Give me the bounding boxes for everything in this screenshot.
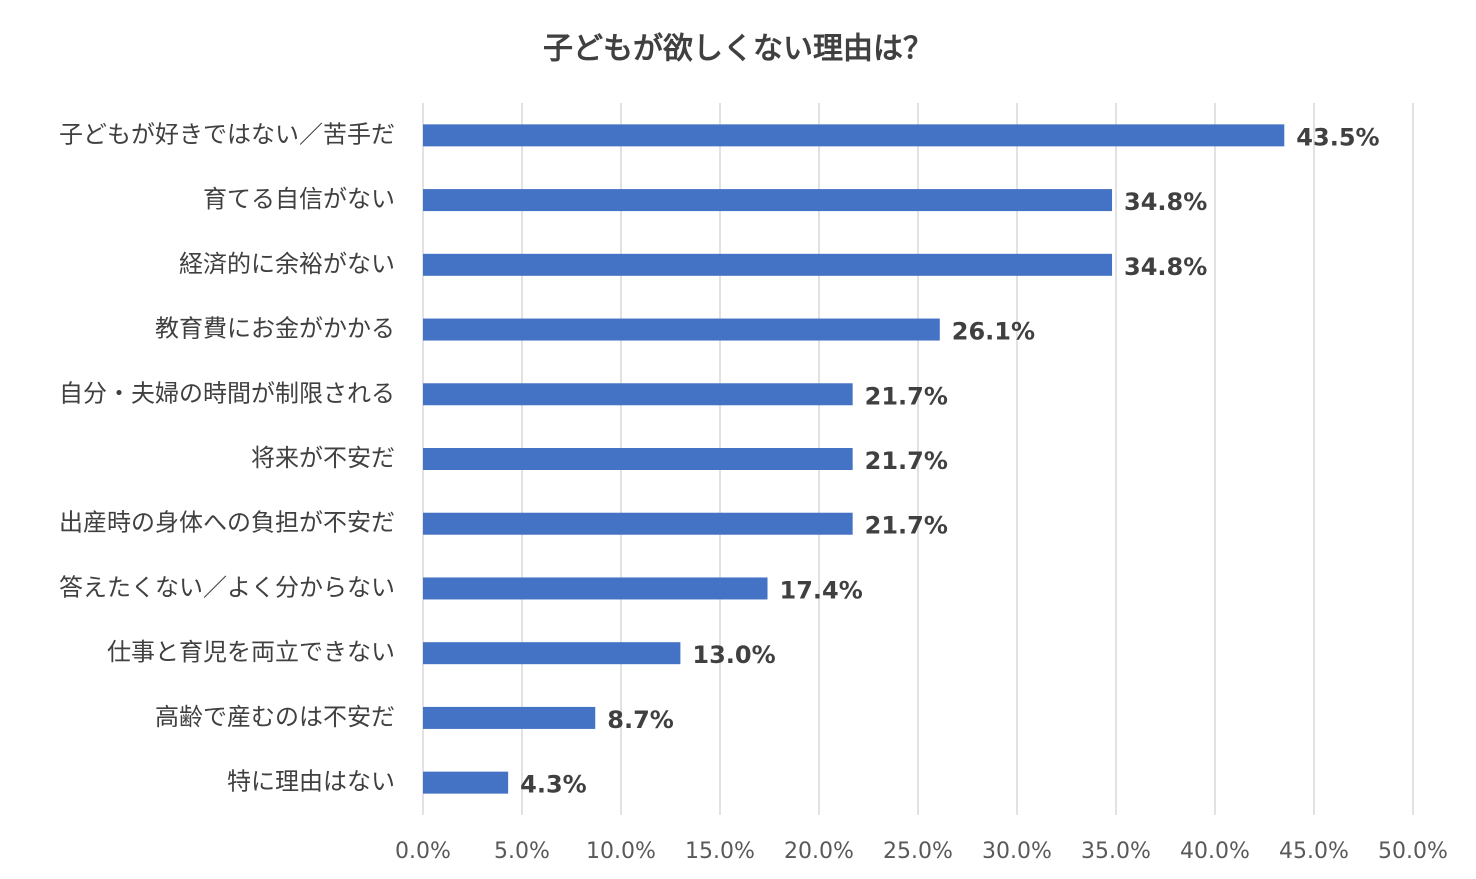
y-tick-label: 育てる自信がない [203,185,395,213]
y-tick-label: 将来が不安だ [251,444,395,472]
bar [423,124,1285,147]
y-tick-label: 出産時の身体への負担が不安だ [59,509,395,537]
x-tick-label: 45.0% [1279,839,1349,864]
y-tick-label: 答えたくない／よく分からない [59,573,395,601]
x-tick-label: 25.0% [883,839,953,864]
x-tick-label: 40.0% [1180,839,1250,864]
bar [423,448,853,470]
bar [423,642,681,665]
chart-title: 子どもが欲しくない理由は？ [543,32,933,67]
x-tick-label: 0.0% [395,839,451,864]
data-label: 8.7% [607,706,674,734]
y-tick-label: 教育費にお金がかかる [155,315,395,343]
data-label: 26.1% [952,318,1035,346]
data-label: 34.8% [1124,253,1207,281]
data-label: 21.7% [865,382,948,410]
bar [423,706,596,729]
bar [423,318,940,341]
y-tick-label: 特に理由はない [227,768,395,796]
bar [423,383,853,406]
bar [423,512,853,535]
x-tick-label: 15.0% [685,839,755,864]
y-tick-label: 高齢で産むのは不安だ [155,703,395,731]
data-label: 13.0% [692,641,775,669]
bar [423,577,768,600]
x-tick-label: 50.0% [1378,839,1448,864]
data-label: 4.3% [520,771,587,799]
data-label: 34.8% [1124,188,1207,216]
y-tick-label: 子どもが好きではない／苦手だ [59,120,395,148]
data-label: 43.5% [1296,123,1379,151]
bar [423,771,509,794]
x-tick-label: 30.0% [982,839,1052,864]
data-label: 21.7% [865,447,948,475]
x-tick-label: 20.0% [784,839,854,864]
y-tick-label: 経済的に余裕がない [179,250,395,278]
bar [423,253,1113,276]
data-label: 17.4% [780,576,863,604]
x-tick-label: 5.0% [494,839,550,864]
bar [423,189,1113,212]
data-label: 21.7% [865,512,948,540]
y-tick-label: 仕事と育児を両立できない [107,638,395,666]
x-tick-label: 10.0% [586,839,656,864]
y-tick-label: 自分・夫婦の時間が制限される [59,379,395,407]
x-tick-label: 35.0% [1081,839,1151,864]
